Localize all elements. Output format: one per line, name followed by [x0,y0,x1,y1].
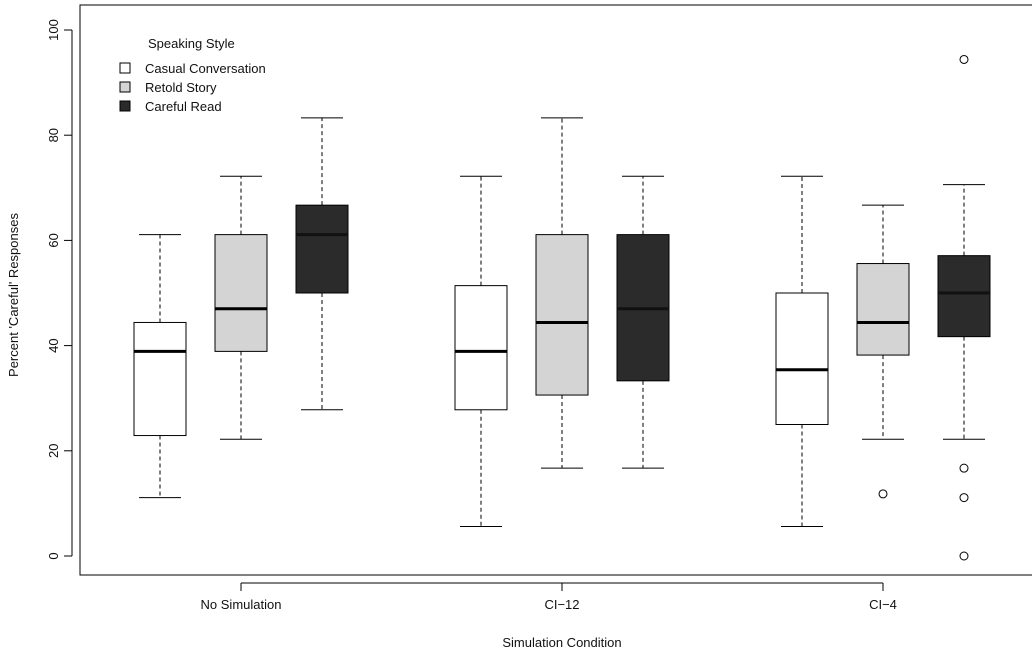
x-axis: No Simulation CI−12 CI−4 [201,582,897,612]
iqr-box [454,285,508,411]
iqr-box [937,255,991,338]
box-casual-conversation-no-simulation [133,234,187,499]
y-axis-title: Percent 'Careful' Responses [6,213,21,377]
y-tick-label: 0 [46,552,61,559]
y-axis: 0 20 40 60 80 100 [46,19,73,560]
iqr-box [214,234,268,352]
box-casual-conversation-ci-12 [454,175,508,528]
legend-swatch-retold-story [119,81,131,93]
iqr-box [295,204,349,294]
box-retold-story-ci-12 [535,117,589,469]
iqr-box [775,292,829,425]
y-tick-label: 80 [46,128,61,142]
y-tick-label: 20 [46,444,61,458]
box-retold-story-ci-4 [856,204,910,499]
x-axis-title: Simulation Condition [502,635,621,650]
legend-label-casual-conversation: Casual Conversation [145,61,266,76]
box-groups [133,54,991,561]
iqr-box [133,321,187,437]
legend-label-careful-read: Careful Read [145,99,222,114]
legend-title: Speaking Style [148,36,235,51]
legend-label-retold-story: Retold Story [145,80,217,95]
x-tick-label: CI−4 [869,597,897,612]
box-retold-story-no-simulation [214,175,268,440]
box-casual-conversation-ci-4 [775,175,829,528]
outlier-point [959,54,969,64]
y-tick-label: 40 [46,338,61,352]
legend-swatch-casual-conversation [119,62,131,74]
outlier-point [959,551,969,561]
y-tick-label: 100 [46,19,61,41]
iqr-box [535,234,589,396]
y-tick-label: 60 [46,233,61,247]
plot-frame [79,4,1032,576]
outlier-point [959,463,969,473]
box-careful-read-ci-12 [616,175,670,469]
box-careful-read-no-simulation [295,117,349,411]
legend-swatch-careful-read [119,100,131,112]
outlier-point [878,489,888,499]
legend: Speaking Style Casual Conversation Retol… [119,36,266,114]
x-tick-label: No Simulation [201,597,282,612]
outlier-point [959,493,969,503]
iqr-box [856,263,910,356]
x-tick-label: CI−12 [544,597,579,612]
box-careful-read-ci-4 [937,54,991,561]
